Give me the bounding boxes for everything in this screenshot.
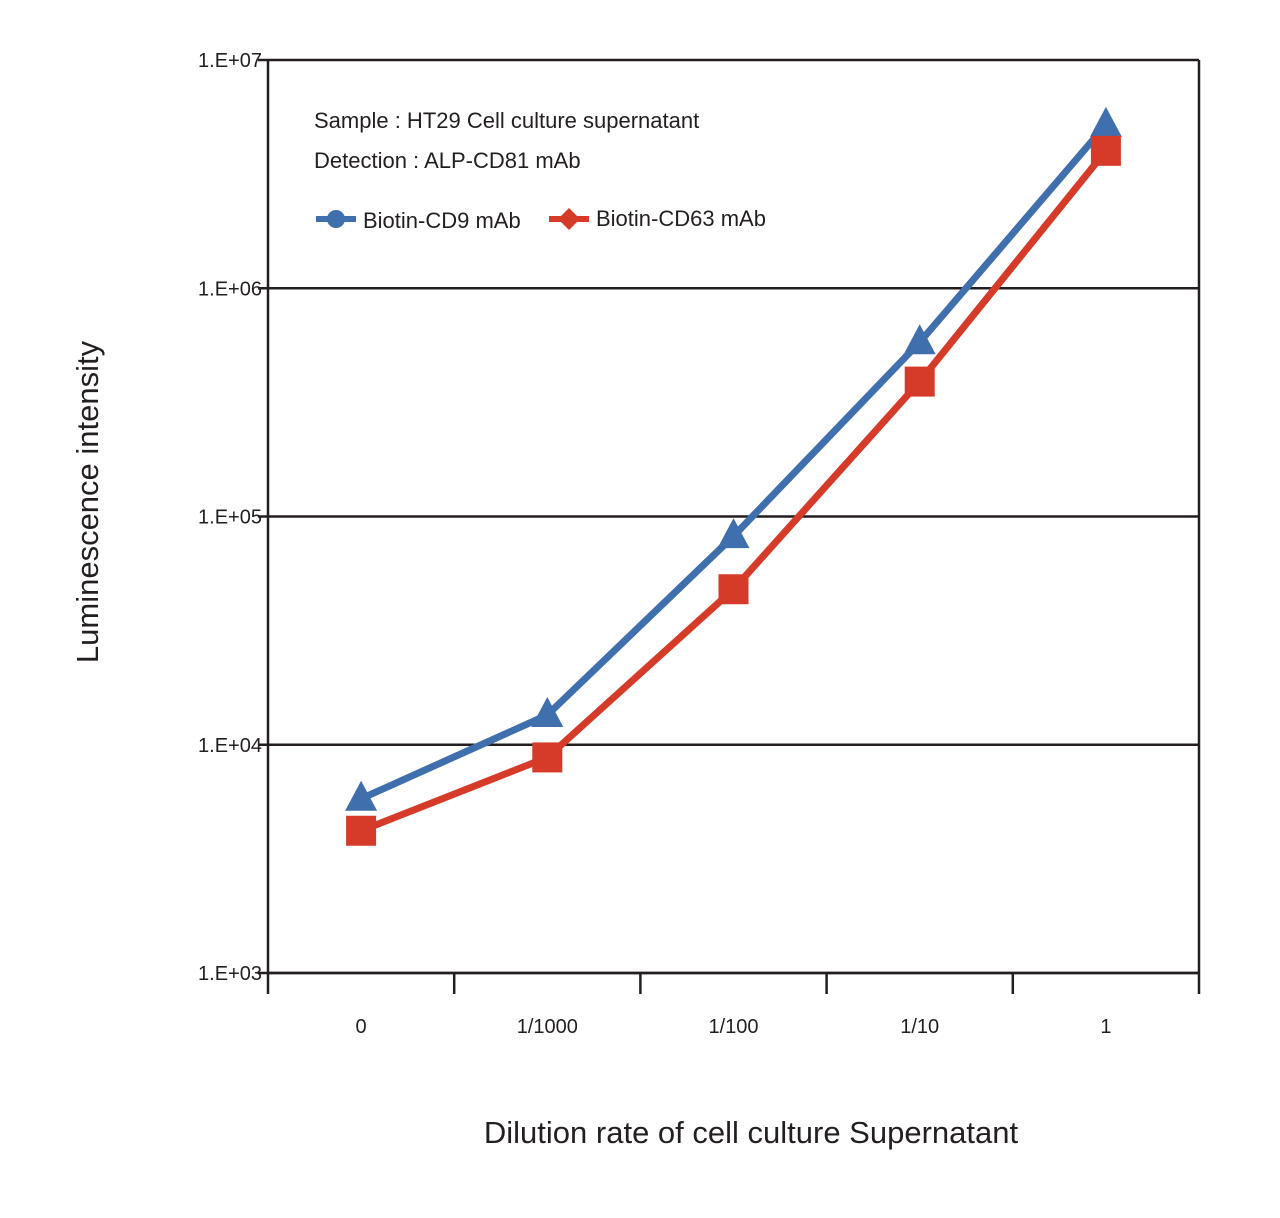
y-tick-label: 1.E+04 [198, 735, 262, 757]
data-point [903, 324, 936, 355]
x-tick-label: 0 [356, 1016, 367, 1038]
y-axis-title: Luminescence intensity [70, 340, 105, 663]
data-point [532, 742, 563, 773]
data-point [531, 697, 564, 728]
y-tick-label: 1.E+05 [198, 507, 262, 529]
data-point [1090, 135, 1121, 166]
series-1 [346, 135, 1121, 846]
series-layer [345, 106, 1122, 846]
grid-lines [268, 58, 1199, 975]
x-tick-label: 1 [1100, 1016, 1111, 1038]
x-tick-label: 1/100 [708, 1016, 758, 1038]
legend-marker-cd63 [558, 208, 580, 230]
series-0 [345, 106, 1122, 811]
annotation-sample: Sample : HT29 Cell culture supernatant [314, 108, 699, 133]
y-tick-label: 1.E+07 [198, 50, 262, 72]
data-point [717, 518, 750, 549]
data-point [1089, 106, 1122, 137]
data-point [346, 815, 377, 846]
axes: 1.E+03 1.E+04 1.E+05 1.E+06 1.E+07 0 1/1000 1/1… [198, 50, 1201, 1038]
legend: Biotin-CD9 mAb Biotin-CD63 mAb [316, 206, 766, 233]
data-point [718, 574, 749, 605]
legend-label-cd9: Biotin-CD9 mAb [363, 208, 521, 233]
x-tick-label: 1/1000 [517, 1016, 578, 1038]
y-tick-label: 1.E+06 [198, 278, 262, 300]
x-tick-label: 1/10 [900, 1016, 939, 1038]
legend-label-cd63: Biotin-CD63 mAb [596, 206, 766, 231]
x-axis-title: Dilution rate of cell culture Supernatan… [484, 1115, 1019, 1150]
y-tick-label: 1.E+03 [198, 963, 262, 985]
data-point [904, 366, 935, 397]
annotation-detection: Detection : ALP-CD81 mAb [314, 148, 581, 173]
legend-marker-cd9 [327, 210, 345, 228]
data-point [345, 780, 378, 811]
